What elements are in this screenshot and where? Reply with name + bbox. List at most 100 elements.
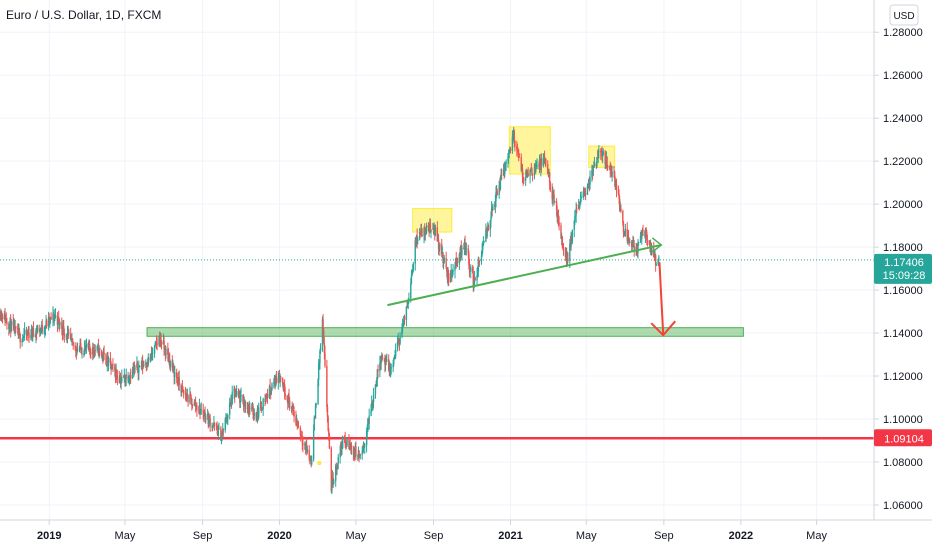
- candle-body: [398, 338, 400, 344]
- candle-body: [584, 192, 587, 195]
- candle-body: [61, 322, 63, 330]
- candle-body: [368, 415, 370, 424]
- candle-body: [133, 368, 136, 370]
- price-tick-label: 1.10000: [883, 414, 923, 426]
- candle-body: [66, 333, 69, 340]
- candle-body: [514, 141, 516, 147]
- pattern-highlight-box: [412, 207, 453, 233]
- candle-body: [586, 186, 589, 195]
- candle-body: [341, 448, 343, 450]
- candle-body: [583, 188, 586, 194]
- candle-body: [288, 395, 290, 401]
- candle-body: [482, 245, 484, 250]
- candle-body: [408, 298, 410, 300]
- candle-body: [658, 257, 660, 261]
- candle-body: [235, 391, 238, 395]
- candle-body: [107, 357, 110, 366]
- candle-body: [390, 367, 392, 369]
- candle-body: [350, 445, 353, 450]
- candle-body: [169, 360, 172, 368]
- candle-body: [110, 362, 112, 369]
- candle-body: [151, 353, 153, 356]
- candle-body: [326, 406, 329, 417]
- candle-body: [331, 486, 333, 492]
- candle-body: [209, 418, 211, 427]
- candle-body: [417, 239, 419, 242]
- candle-body: [269, 386, 271, 392]
- price-tick-label: 1.20000: [883, 199, 923, 211]
- candle-body: [507, 153, 510, 157]
- candle-body: [242, 395, 244, 402]
- candle-body: [213, 422, 216, 426]
- candle-body: [558, 222, 560, 226]
- candle-body: [322, 319, 324, 331]
- candle-body: [490, 217, 492, 221]
- candle-body: [288, 400, 291, 409]
- candle-body: [615, 184, 618, 190]
- currency-label: USD: [893, 11, 914, 22]
- candle-body: [6, 322, 8, 325]
- candle-body: [474, 278, 476, 281]
- candle-body: [88, 343, 91, 350]
- currency-button[interactable]: [889, 4, 919, 26]
- candle-body: [442, 252, 444, 264]
- candle-body: [626, 228, 628, 241]
- candle-body: [587, 185, 589, 187]
- candle-body: [121, 376, 123, 382]
- candle-body: [492, 204, 494, 210]
- candle-body: [555, 201, 558, 211]
- price-tick-label: 1.26000: [883, 70, 923, 82]
- candle-body: [178, 376, 180, 385]
- candle-body: [370, 402, 373, 411]
- candle-body: [632, 243, 635, 246]
- candle-body: [324, 352, 326, 366]
- candle-body: [119, 378, 122, 384]
- candle-body: [499, 176, 502, 190]
- candle-body: [512, 135, 514, 137]
- candle-body: [614, 179, 616, 188]
- candle-body: [357, 455, 359, 457]
- candle-body: [296, 420, 298, 426]
- candle-body: [315, 404, 317, 406]
- candle-body: [128, 378, 130, 381]
- candle-body: [50, 316, 52, 320]
- candle-body: [196, 405, 198, 411]
- candle-body: [93, 350, 96, 355]
- candle-body: [45, 320, 48, 327]
- candle-body: [507, 156, 509, 162]
- candle-body: [518, 156, 521, 158]
- candle-body: [194, 402, 196, 403]
- candle-body: [517, 149, 519, 154]
- candle-body: [22, 337, 25, 339]
- candle-body: [208, 416, 211, 419]
- candle-body: [498, 185, 500, 195]
- price-tick-label: 1.06000: [883, 500, 923, 512]
- candle-body: [523, 178, 525, 181]
- candle-body: [175, 372, 178, 379]
- price-axis[interactable]: 1.28000 1.26000 1.24000 1.22000 1.20000 1.180…: [874, 27, 923, 512]
- candle-body: [561, 236, 563, 246]
- time-axis[interactable]: 2019 May Sep 2020 May Sep 2021 May Sep 2022 May: [37, 520, 827, 542]
- candle-body: [372, 402, 374, 406]
- candle-body: [71, 338, 74, 342]
- projection-arrow-head: [650, 320, 676, 337]
- time-tick-label: Sep: [193, 530, 213, 542]
- candle-body: [78, 348, 81, 351]
- candle-body: [355, 446, 357, 457]
- candle-body: [129, 375, 132, 379]
- candle-body: [295, 416, 297, 425]
- price-tick-label: 1.12000: [883, 371, 923, 383]
- candle-body: [377, 369, 379, 372]
- candlestick-series: [0, 127, 660, 494]
- candle-body: [319, 346, 322, 351]
- candle-body: [133, 368, 135, 372]
- candle-body: [321, 319, 324, 347]
- candle-body: [344, 437, 346, 443]
- candle-body: [54, 315, 57, 317]
- candle-body: [358, 450, 360, 456]
- candle-body: [120, 381, 122, 384]
- candle-body: [579, 198, 582, 205]
- candle-body: [22, 337, 24, 341]
- candle-body: [535, 166, 538, 168]
